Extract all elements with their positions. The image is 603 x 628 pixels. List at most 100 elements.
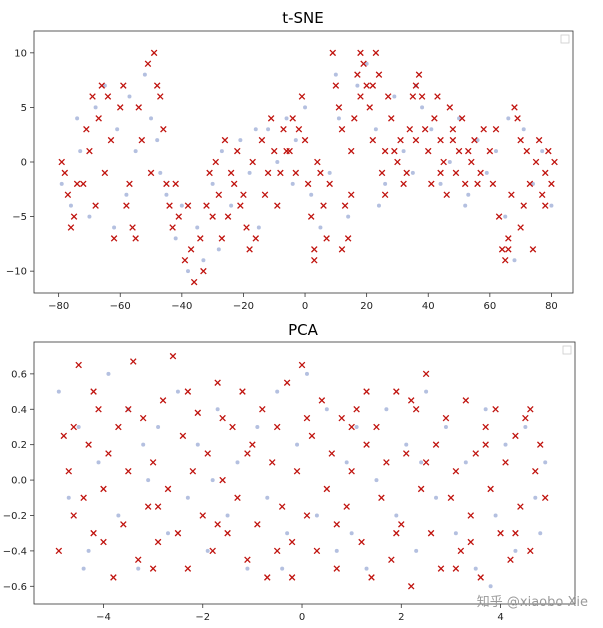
cross-point xyxy=(166,202,173,209)
cross-point xyxy=(347,147,355,155)
cross-point xyxy=(467,538,475,546)
cross-point xyxy=(288,538,296,546)
cross-point xyxy=(120,82,127,89)
dot-point xyxy=(429,127,434,132)
dot-point xyxy=(484,170,489,175)
cross-point xyxy=(243,224,250,231)
dot-point xyxy=(394,513,399,518)
cross-point xyxy=(80,494,87,502)
tsne-axes-frame xyxy=(33,30,574,294)
cross-point xyxy=(384,93,392,100)
pca-chart: PCA −4 −2 0 2 4 −0.6 −0.4 −0.2 0.0 0.2 0.4 0.6 xyxy=(3,321,576,623)
cross-point xyxy=(67,224,75,231)
x-tick-label: 0 xyxy=(299,612,305,623)
cross-point xyxy=(215,191,223,199)
cross-point xyxy=(258,136,266,144)
tsne-legend-box xyxy=(560,34,570,44)
cross-point xyxy=(388,115,395,122)
cross-point xyxy=(323,235,330,242)
dot-point xyxy=(503,442,508,447)
x-tick-label: −20 xyxy=(233,301,254,312)
dot-point xyxy=(115,127,120,132)
cross-point xyxy=(542,202,549,209)
cross-point xyxy=(338,246,346,253)
dot-point xyxy=(124,192,129,197)
y-tick-label: 0.4 xyxy=(11,405,27,416)
dot-point xyxy=(127,94,132,99)
cross-point xyxy=(532,158,540,166)
cross-point xyxy=(422,370,430,378)
dot-point xyxy=(256,225,261,230)
dot-point xyxy=(285,531,290,536)
cross-point xyxy=(289,115,296,122)
cross-point xyxy=(95,115,102,122)
cross-point xyxy=(335,104,343,111)
cross-point xyxy=(505,246,512,253)
cross-point xyxy=(353,406,360,413)
cross-point xyxy=(449,136,457,144)
x-tick-label: 0 xyxy=(302,301,308,312)
dot-point xyxy=(453,531,458,536)
cross-point xyxy=(332,82,340,89)
dot-point xyxy=(265,495,270,500)
cross-point xyxy=(179,432,187,440)
cross-point xyxy=(538,191,546,199)
dot-point xyxy=(424,389,429,394)
cross-point xyxy=(412,82,420,89)
cross-point xyxy=(393,388,400,395)
cross-point xyxy=(457,547,465,555)
cross-point xyxy=(197,235,204,242)
cross-point xyxy=(375,71,383,78)
cross-point xyxy=(224,529,231,537)
cross-point xyxy=(486,147,494,155)
cross-point xyxy=(154,538,162,546)
cross-point xyxy=(267,115,275,122)
dot-point xyxy=(112,225,117,230)
cross-point xyxy=(522,414,529,422)
dot-point xyxy=(457,116,462,121)
x-tick-label: 40 xyxy=(422,301,435,312)
dot-point xyxy=(66,495,71,500)
cross-point xyxy=(125,406,132,413)
dot-point xyxy=(56,389,61,394)
dot-point xyxy=(521,127,526,132)
pca-y-axis: −0.6 −0.4 −0.2 0.0 0.2 0.4 0.6 xyxy=(3,369,34,593)
dot-point xyxy=(102,83,107,88)
x-tick-label: −40 xyxy=(171,301,192,312)
dot-point xyxy=(166,531,171,536)
cross-point xyxy=(317,169,324,177)
cross-point xyxy=(98,82,106,89)
cross-point xyxy=(149,459,157,466)
dot-point xyxy=(463,203,468,208)
cross-point xyxy=(381,191,389,199)
dot-point xyxy=(76,424,81,429)
dot-point xyxy=(327,170,332,175)
cross-point xyxy=(244,450,251,457)
cross-point xyxy=(323,485,331,493)
cross-point xyxy=(477,574,484,581)
cross-point xyxy=(270,147,278,155)
cross-point xyxy=(526,180,534,188)
dot-point xyxy=(245,566,250,571)
cross-point xyxy=(60,432,68,440)
dot-point xyxy=(156,424,161,429)
cross-point xyxy=(363,441,370,448)
tsne-x-axis: −80 −60 −40 −20 0 20 40 60 80 xyxy=(48,293,558,312)
cross-point xyxy=(288,574,296,581)
cross-point xyxy=(90,529,97,537)
cross-point xyxy=(452,169,460,177)
dot-point xyxy=(253,127,258,132)
cross-point xyxy=(293,467,301,475)
cross-point xyxy=(224,213,232,220)
cross-point xyxy=(163,180,170,188)
dot-point xyxy=(78,149,83,154)
cross-point xyxy=(203,202,210,209)
cross-point xyxy=(237,202,244,209)
cross-point xyxy=(278,503,286,510)
dot-point xyxy=(175,389,180,394)
cross-point xyxy=(230,180,238,188)
cross-point xyxy=(333,565,341,572)
cross-point xyxy=(100,538,107,546)
cross-point xyxy=(227,169,235,177)
